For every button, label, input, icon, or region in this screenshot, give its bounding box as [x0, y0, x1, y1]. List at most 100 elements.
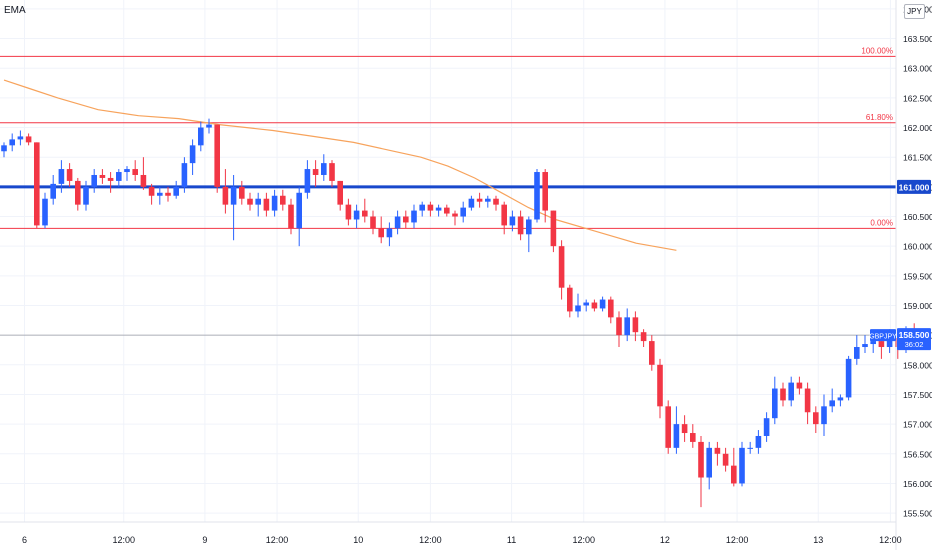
- candle: [337, 180, 343, 211]
- candle-body: [763, 418, 770, 436]
- candle: [714, 441, 721, 466]
- candle-body: [312, 169, 319, 175]
- candle: [534, 169, 540, 223]
- candle: [681, 415, 688, 442]
- candle: [271, 189, 278, 217]
- candle: [501, 201, 507, 235]
- candle-body: [304, 169, 311, 193]
- x-tick-label: 12:00: [726, 535, 749, 545]
- candle-body: [198, 127, 204, 146]
- fibonacci-levels: 100.00% 61.80% 0.00%: [0, 46, 896, 336]
- last-price-label: 158.500: [899, 330, 930, 340]
- candle: [214, 124, 220, 193]
- time-axis[interactable]: 6 12:00 9 12:00 10 12:00 11 12:00 12 12:00 13 12:00…: [0, 521, 932, 545]
- candle-body: [575, 305, 581, 312]
- candle: [747, 441, 753, 454]
- candle-body: [698, 441, 704, 478]
- candle: [583, 299, 589, 312]
- candle: [42, 192, 48, 229]
- candle-body: [140, 174, 147, 187]
- currency-badge[interactable]: JPY: [904, 4, 925, 19]
- candle: [25, 133, 32, 146]
- candle: [575, 293, 581, 318]
- candle: [312, 160, 319, 187]
- candle: [493, 195, 499, 211]
- candle: [132, 160, 138, 181]
- candle: [206, 118, 212, 134]
- candle: [99, 169, 106, 184]
- candle-body: [829, 400, 835, 407]
- candle-body: [75, 180, 81, 205]
- candle: [485, 195, 491, 208]
- candle-body: [148, 186, 155, 196]
- candle: [813, 406, 819, 434]
- ema-series: [3, 79, 677, 251]
- symbol-label: GBPJPY: [869, 333, 897, 340]
- candle-body: [181, 163, 188, 187]
- x-tick-label: 11: [507, 535, 516, 545]
- x-tick-label: 9: [202, 535, 207, 545]
- candle: [362, 198, 368, 223]
- candle-body: [878, 341, 885, 348]
- candle: [517, 210, 524, 241]
- candle: [83, 180, 89, 211]
- candle-body: [476, 198, 483, 202]
- candle: [673, 406, 680, 454]
- candle: [616, 311, 622, 348]
- candle-body: [132, 169, 138, 175]
- candle: [731, 447, 737, 487]
- y-tick-label: 162.500: [903, 93, 932, 103]
- candle-body: [280, 195, 286, 205]
- candle-body: [714, 447, 721, 454]
- y-tick-label: 162.000: [903, 123, 932, 133]
- candle-body: [821, 406, 827, 425]
- candle-body: [755, 435, 762, 448]
- candle-body: [485, 198, 491, 202]
- candle-body: [690, 433, 696, 442]
- candle: [411, 204, 417, 229]
- candle: [17, 130, 24, 146]
- indicator-label[interactable]: EMA: [4, 5, 26, 16]
- candle: [370, 210, 376, 235]
- candle: [862, 335, 868, 353]
- x-tick-label: 6: [22, 535, 27, 545]
- candle: [854, 335, 860, 365]
- candle: [353, 204, 360, 229]
- candle-body: [517, 216, 524, 235]
- candle-body: [345, 204, 352, 220]
- price-axis[interactable]: 155.500 156.000 156.500 157.000 157.500 158.0…: [895, 0, 932, 550]
- level-price-label: 161.000: [899, 182, 930, 192]
- candle-body: [493, 198, 499, 205]
- candle: [755, 430, 762, 454]
- candle-body: [17, 136, 24, 140]
- candle-body: [255, 198, 261, 205]
- candle: [124, 166, 130, 181]
- candle: [624, 308, 630, 342]
- candle-body: [419, 204, 425, 211]
- candle-body: [157, 192, 163, 196]
- candle: [222, 169, 229, 214]
- candle: [239, 180, 245, 205]
- candle: [329, 160, 335, 187]
- y-tick-label: 160.000: [903, 242, 932, 252]
- y-tick-label: 161.500: [903, 153, 932, 163]
- candle-body: [173, 186, 179, 196]
- candle: [829, 388, 835, 413]
- candle-body: [608, 299, 614, 318]
- candle-body: [411, 210, 417, 223]
- candle: [198, 121, 204, 152]
- candle-body: [370, 216, 376, 229]
- candle: [845, 355, 852, 401]
- candle-body: [509, 216, 516, 226]
- candle-body: [681, 424, 688, 434]
- level-label: 61.80%: [866, 113, 893, 122]
- candle: [148, 183, 155, 205]
- candle-body: [558, 246, 565, 288]
- candle-body: [222, 186, 229, 205]
- candle-body: [230, 186, 237, 205]
- y-tick-label: 160.500: [903, 212, 932, 222]
- candle-body: [567, 287, 573, 312]
- candle: [165, 186, 171, 202]
- candle: [378, 216, 384, 244]
